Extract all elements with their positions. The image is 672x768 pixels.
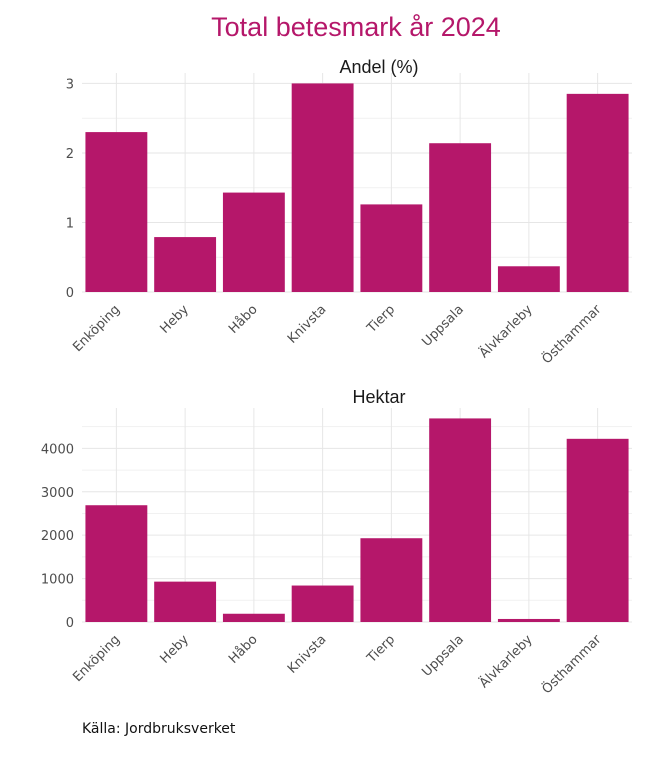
source-caption: Källa: Jordbruksverket [82,721,235,737]
x-tick-label: Tierp [364,632,398,666]
x-tick-label: Östhammar [538,300,605,367]
x-tick-label: Knivsta [285,302,329,346]
y-tick-label: 3000 [41,486,74,501]
bar-håbo [223,614,285,622]
bar-älvkarleby [498,266,560,292]
x-tick-label: Knivsta [285,632,329,676]
panel-2: Hektar 0 1000 2000 3000 4000 Enköping Heby Håbo K… [41,387,632,697]
x-tick-label: Enköping [70,632,123,685]
panel-title: Hektar [352,387,405,407]
panel-title: Andel (%) [339,57,418,77]
x-tick-label: Östhammar [538,630,605,697]
y-tick-label: 2 [66,147,74,162]
bar-heby [154,582,216,622]
x-tick-label: Heby [158,302,193,337]
bar-heby [154,237,216,292]
x-tick-label: Tierp [364,302,398,336]
bar-enköping [85,505,147,622]
x-tick-label: Älvkarleby [476,301,536,361]
x-tick-label: Uppsala [419,632,467,680]
x-tick-label: Uppsala [419,302,467,350]
chart-area: Andel (%) 0 1 2 3 Enköping Heby Håbo Knivsta Tier… [0,0,672,768]
bar-knivsta [292,83,354,292]
bar-östhammar [567,439,629,622]
y-tick-label: 0 [66,616,74,631]
figure: Total betesmark år 2024 Andel (%) 0 1 2 3 Enk… [0,0,672,768]
x-tick-label: Enköping [70,302,123,355]
bar-tierp [360,204,422,292]
bar-knivsta [292,586,354,622]
y-tick-label: 1000 [41,573,74,588]
y-tick-label: 0 [66,286,74,301]
panel-1: Andel (%) 0 1 2 3 Enköping Heby Håbo Knivsta Tier… [66,57,632,367]
x-tick-label: Håbo [226,302,261,337]
y-tick-label: 3 [66,77,74,92]
y-tick-label: 1 [66,216,74,231]
x-tick-label: Älvkarleby [476,631,536,691]
bar-håbo [223,193,285,292]
bar-uppsala [429,418,491,622]
bar-enköping [85,132,147,292]
x-tick-label: Heby [158,632,193,667]
x-tick-label: Håbo [226,632,261,667]
bar-tierp [360,538,422,622]
y-tick-label: 2000 [41,529,74,544]
bar-östhammar [567,94,629,292]
y-tick-label: 4000 [41,442,74,457]
bar-uppsala [429,143,491,292]
bar-älvkarleby [498,619,560,622]
